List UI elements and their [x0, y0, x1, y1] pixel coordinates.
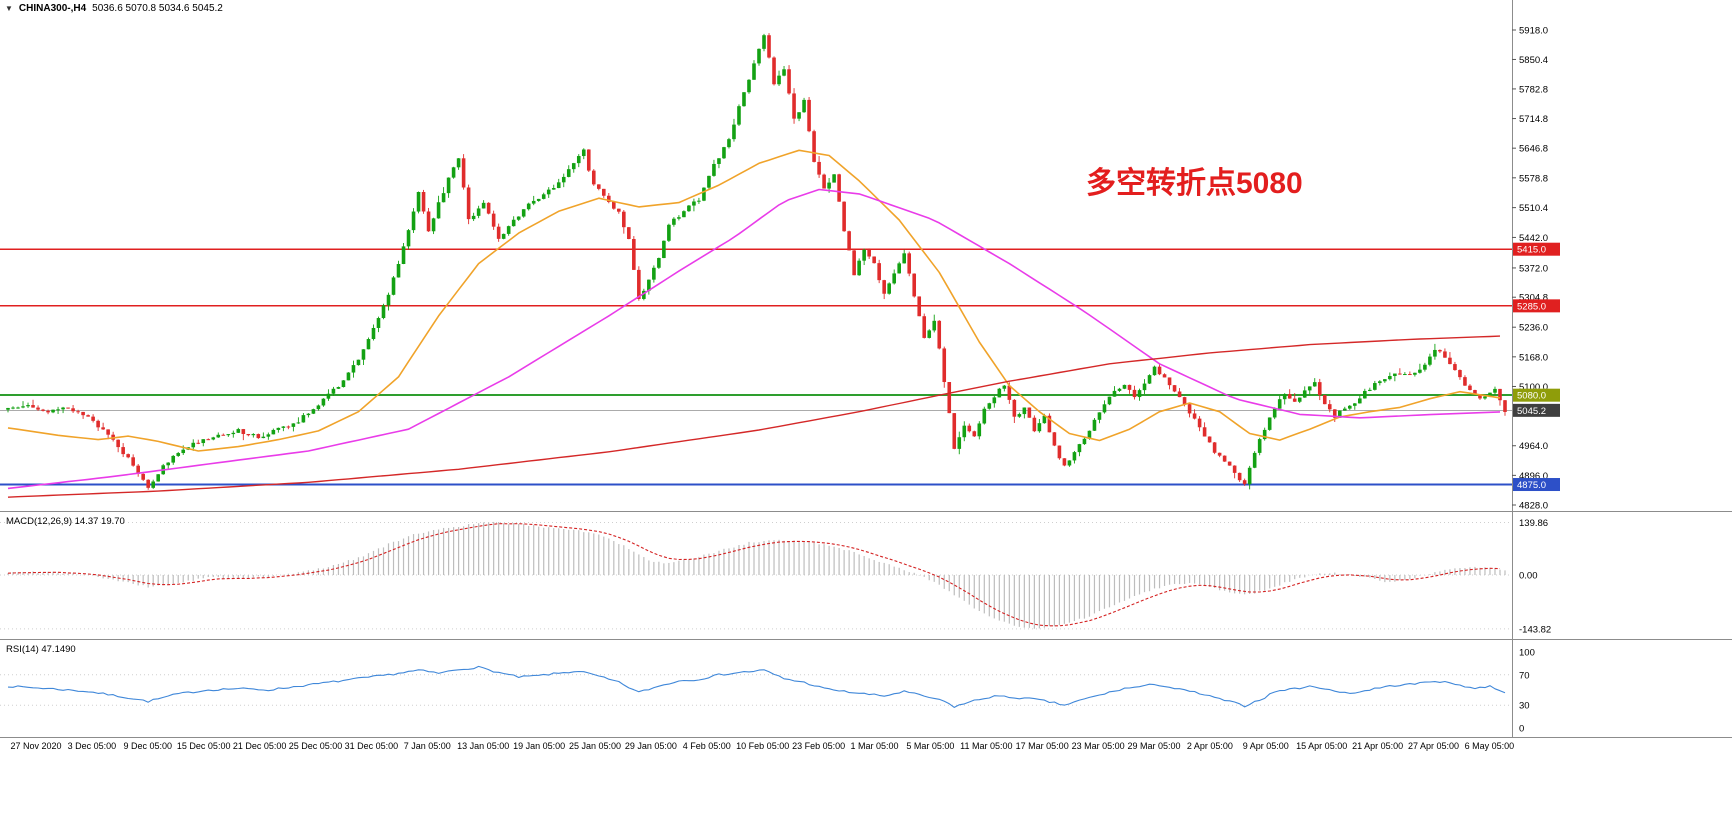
time-axis-label: 10 Feb 05:00 — [736, 741, 790, 751]
price-axis-label: 5100.0 — [1519, 382, 1548, 393]
time-axis-label: 9 Apr 05:00 — [1242, 741, 1289, 751]
time-axis-separator — [0, 737, 1732, 738]
time-axis-label: 27 Nov 2020 — [10, 741, 62, 751]
time-axis-label: 4 Feb 05:00 — [682, 741, 731, 751]
candlesticks — [6, 33, 1507, 490]
time-axis-label: 25 Jan 05:00 — [568, 741, 622, 751]
horizontal-level-lines — [0, 248, 1512, 486]
rsi-level-lines — [0, 674, 1512, 706]
price-axis-label: 5442.0 — [1519, 233, 1548, 244]
price-axis-label: 5714.8 — [1519, 114, 1548, 125]
time-axis-label: 15 Dec 05:00 — [176, 741, 231, 751]
price-badge — [1513, 478, 1560, 492]
time-axis-label: 27 Apr 05:00 — [1407, 741, 1460, 751]
rsi-panel[interactable]: 100 70 30 0 — [0, 641, 1732, 736]
macd-axis: 139.86 0.00 -143.82 — [1519, 518, 1551, 635]
price-axis-label: 5372.0 — [1519, 263, 1548, 274]
time-axis-label: 5 Mar 05:00 — [906, 741, 955, 751]
ohlc-values: 5036.6 5070.8 5034.6 5045.2 — [92, 3, 223, 14]
price-axis-label: 5304.8 — [1519, 293, 1548, 304]
price-axis-label: 5168.0 — [1519, 352, 1548, 363]
price-axis-label: 5510.4 — [1519, 203, 1548, 214]
time-axis-label: 21 Apr 05:00 — [1352, 741, 1404, 751]
time-axis-label: 7 Jan 05:00 — [403, 741, 451, 751]
price-badge — [1513, 242, 1560, 256]
price-axis-label: 5918.0 — [1519, 26, 1548, 37]
macd-signal-line — [7, 523, 1501, 627]
rsi-axis: 100 70 30 0 — [1519, 648, 1535, 735]
rsi-indicator-label: RSI(14) 47.1490 — [6, 644, 76, 655]
time-axis-label: 23 Feb 05:00 — [792, 741, 846, 751]
time-axis-label: 2 Apr 05:00 — [1186, 741, 1233, 751]
price-badge — [1513, 299, 1560, 313]
rsi-axis-label: 100 — [1519, 648, 1535, 659]
time-axis-label: 29 Mar 05:00 — [1127, 741, 1181, 751]
rsi-axis-label: 0 — [1519, 724, 1524, 735]
ma-fast-orange — [7, 149, 1501, 452]
time-axis-label: 19 Jan 05:00 — [513, 741, 566, 751]
macd-panel[interactable]: 139.86 0.00 -143.82 — [0, 513, 1732, 638]
time-axis-label: 29 Jan 05:00 — [624, 741, 677, 751]
rsi-axis-label: 70 — [1519, 670, 1530, 681]
price-badge-label: 5080.0 — [1517, 391, 1546, 402]
panel-separator-rsi[interactable] — [0, 639, 1732, 640]
price-axis-label: 4964.0 — [1519, 441, 1548, 452]
ma-slow-red — [7, 335, 1501, 498]
time-axis-label: 3 Dec 05:00 — [67, 741, 117, 751]
price-axis-label: 5578.8 — [1519, 173, 1548, 184]
time-axis-label: 13 Jan 05:00 — [457, 741, 510, 751]
price-axis-label: 5236.0 — [1519, 323, 1548, 334]
pivot-annotation-text: 多空转折点5080 — [1086, 167, 1303, 200]
time-axis-label: 25 Dec 05:00 — [288, 741, 343, 751]
price-axis-label: 5646.8 — [1519, 144, 1548, 155]
time-axis-label: 11 Mar 05:00 — [960, 741, 1013, 751]
price-badge-label: 5415.0 — [1517, 245, 1546, 256]
time-axis-label: 6 May 05:00 — [1464, 741, 1515, 751]
price-axis-label: 5782.8 — [1519, 84, 1548, 95]
chevron-down-icon[interactable]: ▼ — [5, 4, 13, 13]
macd-axis-label: 0.00 — [1519, 571, 1538, 582]
time-axis-label: 1 Mar 05:00 — [850, 741, 899, 751]
macd-histogram — [7, 521, 1506, 629]
macd-indicator-label: MACD(12,26,9) 14.37 19.70 — [6, 516, 125, 527]
price-axis-separator — [1512, 0, 1513, 738]
time-axis-label: 17 Mar 05:00 — [1015, 741, 1069, 751]
price-badge-label: 5285.0 — [1517, 301, 1546, 312]
price-badge — [1513, 403, 1560, 417]
price-axis-label: 4896.0 — [1519, 471, 1548, 482]
symbol-timeframe-label: CHINA300-,H4 — [18, 3, 87, 14]
macd-axis-label: -143.82 — [1519, 624, 1551, 635]
time-axis-label: 9 Dec 05:00 — [123, 741, 173, 751]
symbol-header: ▼ CHINA300-,H4 5036.6 5070.8 5034.6 5045… — [5, 3, 223, 14]
price-badge — [1513, 388, 1560, 402]
rsi-axis-label: 30 — [1519, 701, 1530, 712]
ma-mid-magenta — [7, 188, 1501, 490]
time-axis-label: 15 Apr 05:00 — [1296, 741, 1348, 751]
main-chart-panel[interactable]: 5918.0 5850.4 5782.8 5714.8 5646.8 5578.8 5510… — [0, 0, 1732, 511]
rsi-line — [7, 665, 1506, 708]
price-axis-label: 5850.4 — [1519, 55, 1548, 66]
time-axis-label: 31 Dec 05:00 — [344, 741, 399, 751]
price-badge-label: 5045.2 — [1517, 406, 1546, 417]
time-axis[interactable]: 27 Nov 2020 3 Dec 05:00 9 Dec 05:00 15 Dec … — [0, 739, 1732, 755]
price-axis[interactable]: 5918.0 5850.4 5782.8 5714.8 5646.8 5578.8 5510… — [1512, 26, 1560, 512]
price-axis-label: 4828.0 — [1519, 501, 1548, 511]
panel-separator-macd[interactable] — [0, 511, 1732, 512]
time-axis-label: 23 Mar 05:00 — [1071, 741, 1125, 751]
macd-axis-label: 139.86 — [1519, 518, 1548, 529]
price-badge-label: 4875.0 — [1517, 480, 1546, 491]
time-axis-label: 21 Dec 05:00 — [232, 741, 287, 751]
